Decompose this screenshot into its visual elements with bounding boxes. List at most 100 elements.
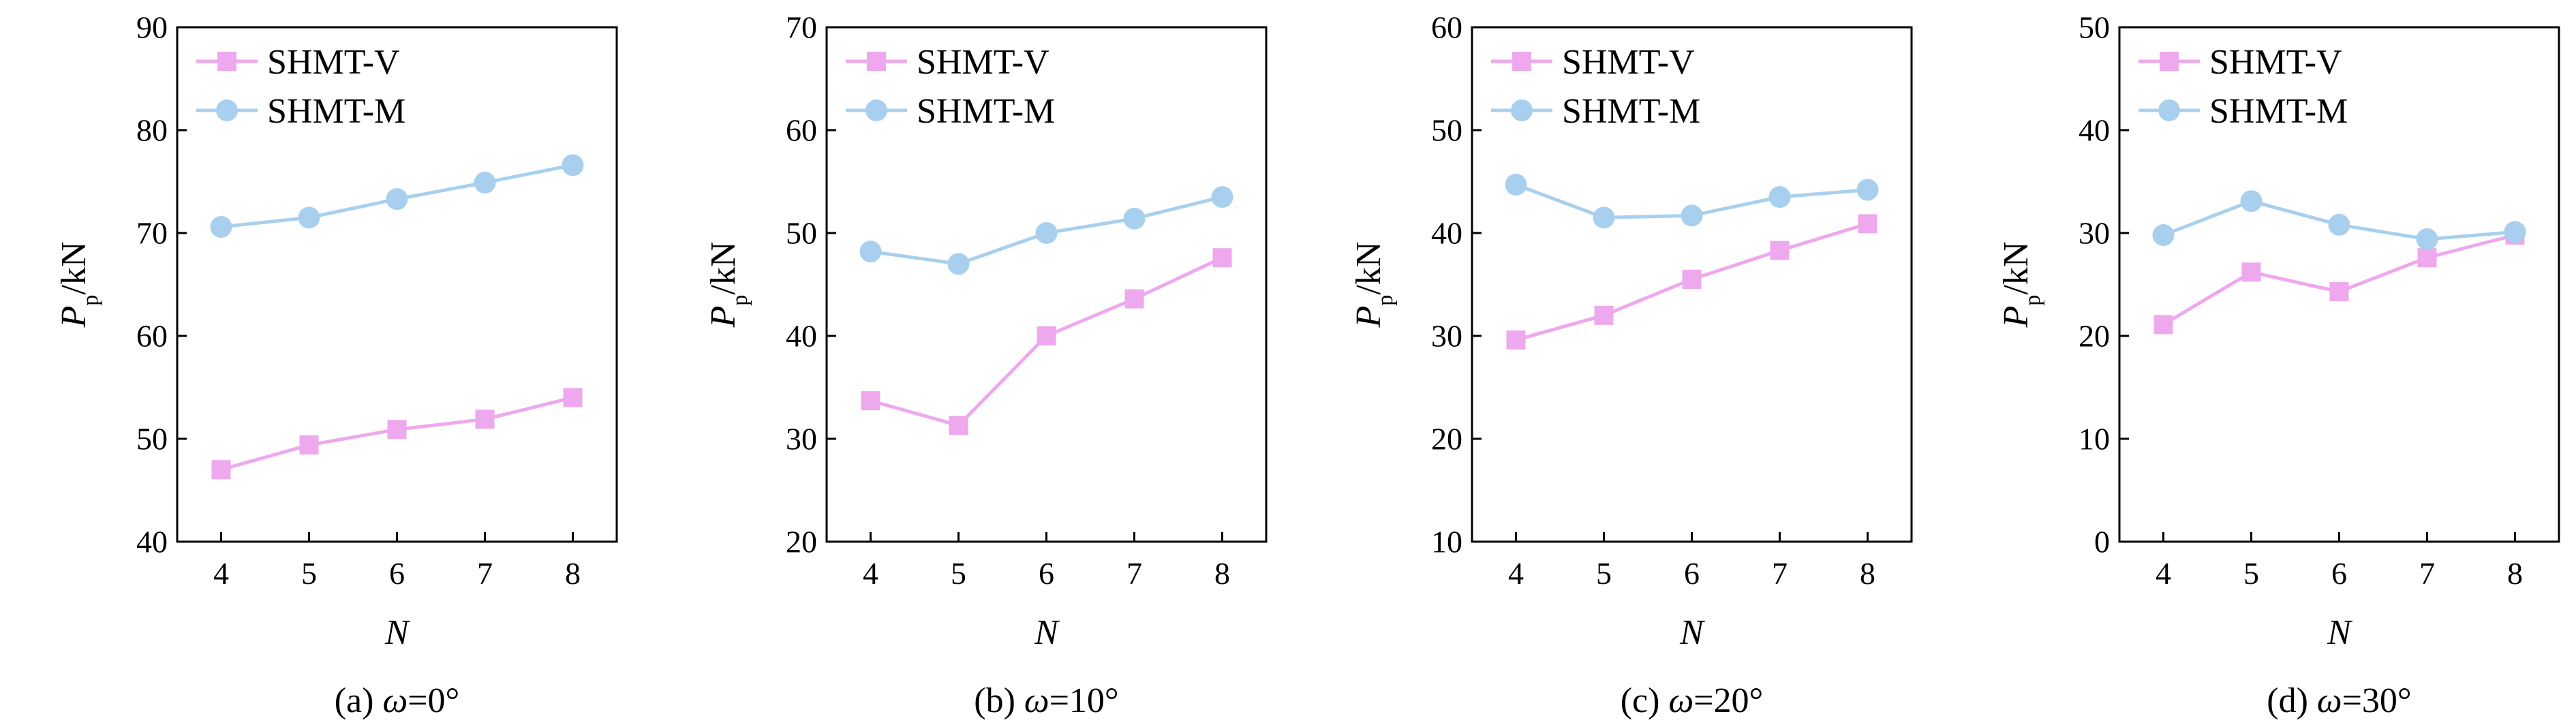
legend-label-SHMT-M: SHMT-M	[267, 92, 405, 131]
y-axis-label-symbol: P	[55, 306, 93, 328]
x-tick-label: 4	[863, 556, 878, 591]
caption-symbol: ω	[1024, 681, 1049, 720]
data-point-SHMT-M	[1211, 186, 1233, 208]
x-tick-label: 5	[951, 556, 966, 591]
y-tick-label: 40	[2079, 113, 2110, 148]
y-axis-label-symbol: P	[1997, 306, 2036, 328]
y-tick-label: 0	[2094, 525, 2110, 559]
legend-label-SHMT-M: SHMT-M	[1562, 92, 1700, 131]
legend-marker-SHMT-V	[1512, 52, 1531, 71]
y-tick-label: 40	[786, 319, 817, 354]
legend-marker-SHMT-M	[1511, 99, 1533, 121]
y-tick-label: 40	[136, 525, 168, 559]
caption-prefix: (b)	[974, 681, 1024, 720]
legend-marker-SHMT-V	[217, 52, 236, 71]
legend-label-SHMT-V: SHMT-V	[267, 43, 400, 82]
x-tick-label: 5	[1596, 556, 1612, 591]
x-axis-label: N	[1034, 613, 1060, 652]
y-axis-label: Pp/kN	[704, 242, 752, 328]
y-tick-label: 70	[786, 10, 817, 45]
data-point-SHMT-M	[2240, 190, 2263, 213]
y-tick-label: 80	[136, 113, 168, 148]
data-point-SHMT-V	[2241, 262, 2261, 282]
x-tick-label: 7	[2419, 556, 2435, 591]
y-tick-label: 30	[1431, 319, 1462, 354]
y-tick-label: 60	[786, 113, 817, 148]
legend-label-SHMT-V: SHMT-V	[917, 43, 1049, 82]
data-point-SHMT-V	[211, 460, 231, 480]
data-point-SHMT-M	[1505, 174, 1527, 196]
caption-symbol: ω	[1668, 681, 1693, 720]
x-tick-label: 5	[301, 556, 317, 591]
legend-marker-SHMT-V	[867, 52, 886, 71]
data-point-SHMT-V	[1858, 214, 1877, 234]
x-tick-label: 5	[2243, 556, 2259, 591]
caption-symbol: ω	[382, 681, 408, 720]
data-point-SHMT-M	[1035, 222, 1058, 244]
x-axis-label: N	[1679, 613, 1706, 652]
y-axis-label-subscript: p	[1373, 295, 1397, 306]
data-point-SHMT-M	[298, 206, 320, 229]
x-tick-label: 6	[2331, 556, 2347, 591]
x-tick-label: 4	[2156, 556, 2171, 591]
y-tick-label: 50	[136, 422, 168, 457]
data-point-SHMT-V	[387, 420, 407, 439]
legend-label-SHMT-M: SHMT-M	[917, 92, 1055, 131]
data-point-SHMT-V	[2417, 248, 2437, 268]
data-point-SHMT-V	[861, 391, 880, 411]
y-tick-label: 50	[2079, 10, 2110, 45]
x-tick-label: 8	[565, 556, 581, 591]
legend-marker-SHMT-V	[2160, 52, 2179, 71]
legend-label-SHMT-M: SHMT-M	[2209, 92, 2348, 131]
data-point-SHMT-V	[563, 388, 583, 407]
x-tick-label: 7	[1772, 556, 1788, 591]
x-axis-label: N	[384, 613, 411, 652]
data-point-SHMT-M	[2152, 224, 2175, 247]
data-point-SHMT-V	[475, 409, 495, 429]
y-tick-label: 40	[1431, 216, 1462, 251]
y-axis-label-unit: /kN	[1349, 242, 1388, 295]
chart-panel-2: 10 20 30 40 50 60 4 5 6 7 8 N Pp/kN SHMT-V SHMT-M (c) ω…	[1349, 10, 1913, 720]
caption-prefix: (d)	[2267, 681, 2317, 720]
x-tick-label: 6	[389, 556, 405, 591]
x-axis-label: N	[2327, 613, 2353, 652]
y-axis-label: Pp/kN	[1997, 242, 2044, 328]
data-point-SHMT-M	[210, 215, 232, 238]
panel-caption: (a) ω=0°	[335, 681, 460, 720]
caption-prefix: (a)	[335, 681, 383, 720]
y-tick-label: 30	[786, 422, 817, 457]
caption-suffix: =30°	[2342, 681, 2412, 720]
legend-marker-SHMT-M	[865, 99, 887, 121]
y-tick-label: 10	[1431, 525, 1462, 559]
y-axis-label-subscript: p	[78, 295, 102, 306]
y-tick-label: 30	[2079, 216, 2110, 251]
x-tick-label: 7	[1126, 556, 1142, 591]
legend-label-SHMT-V: SHMT-V	[1562, 43, 1695, 82]
y-axis-label-subscript: p	[2020, 295, 2044, 306]
y-axis-label-subscript: p	[727, 295, 752, 306]
data-point-SHMT-M	[2504, 221, 2526, 243]
chart-panel-3: 0 10 20 30 40 50 4 5 6 7 8 N Pp/kN SHMT-V SHMT-M (d) ω=…	[1997, 10, 2560, 720]
y-tick-label: 20	[2079, 319, 2110, 354]
data-point-SHMT-M	[1768, 186, 1791, 208]
y-tick-label: 20	[1431, 422, 1462, 457]
x-tick-label: 6	[1039, 556, 1054, 591]
data-point-SHMT-V	[2153, 315, 2173, 335]
caption-suffix: =10°	[1049, 681, 1119, 720]
legend-marker-SHMT-M	[2158, 99, 2180, 121]
y-tick-label: 70	[136, 216, 168, 251]
data-point-SHMT-V	[949, 416, 968, 435]
x-tick-label: 4	[1508, 556, 1524, 591]
panel-caption: (c) ω=20°	[1621, 681, 1764, 720]
data-point-SHMT-M	[386, 188, 408, 211]
legend-label-SHMT-V: SHMT-V	[2209, 43, 2342, 82]
chart-panel-0: 40 50 60 70 80 90 4 5 6 7 8 N Pp/kN SHMT-V SHMT-M (a) ω…	[55, 10, 618, 720]
y-tick-label: 20	[786, 525, 817, 559]
caption-suffix: =20°	[1693, 681, 1763, 720]
y-axis-label: Pp/kN	[1349, 242, 1397, 328]
data-point-SHMT-M	[2328, 213, 2350, 236]
x-tick-label: 8	[2507, 556, 2523, 591]
y-axis-label-symbol: P	[1349, 306, 1388, 328]
data-point-SHMT-M	[1123, 207, 1146, 230]
